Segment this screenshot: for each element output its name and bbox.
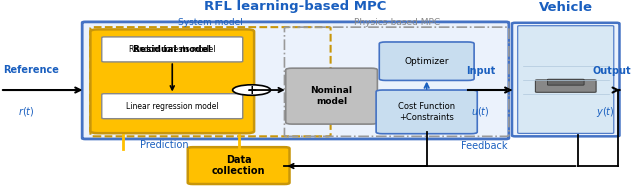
FancyBboxPatch shape (188, 147, 289, 184)
Text: Residual model: Residual model (133, 45, 211, 54)
Text: Input: Input (466, 66, 495, 76)
Text: $u(t)$: $u(t)$ (471, 105, 490, 118)
FancyBboxPatch shape (102, 94, 243, 119)
FancyBboxPatch shape (512, 23, 620, 136)
Text: Optimizer: Optimizer (404, 57, 449, 66)
Text: Reference: Reference (3, 65, 59, 75)
FancyBboxPatch shape (518, 26, 614, 133)
Text: Prediction: Prediction (140, 140, 189, 150)
FancyBboxPatch shape (90, 29, 254, 133)
Text: RFL learning-based MPC: RFL learning-based MPC (204, 0, 387, 13)
Text: Linear regression model: Linear regression model (126, 102, 219, 111)
FancyBboxPatch shape (102, 37, 243, 62)
Text: System model: System model (178, 18, 243, 27)
Text: Physics-based MPC: Physics-based MPC (353, 18, 440, 27)
Text: Vehicle: Vehicle (539, 1, 593, 14)
Text: Cost Function
+Constraints: Cost Function +Constraints (398, 102, 455, 122)
Text: $r(t)$: $r(t)$ (18, 105, 35, 118)
Text: Nominal
model: Nominal model (310, 86, 353, 106)
Text: Data
collection: Data collection (212, 155, 266, 176)
FancyBboxPatch shape (380, 42, 474, 80)
FancyBboxPatch shape (82, 22, 509, 139)
FancyBboxPatch shape (547, 79, 584, 85)
Text: $y(t)$: $y(t)$ (596, 105, 614, 119)
Circle shape (232, 85, 271, 95)
FancyBboxPatch shape (376, 90, 477, 134)
Text: Random forests model: Random forests model (129, 45, 216, 54)
FancyBboxPatch shape (536, 80, 596, 92)
FancyBboxPatch shape (285, 68, 378, 124)
Text: Output: Output (593, 66, 632, 76)
Text: Feedback: Feedback (461, 141, 508, 151)
Text: +: + (246, 84, 257, 96)
